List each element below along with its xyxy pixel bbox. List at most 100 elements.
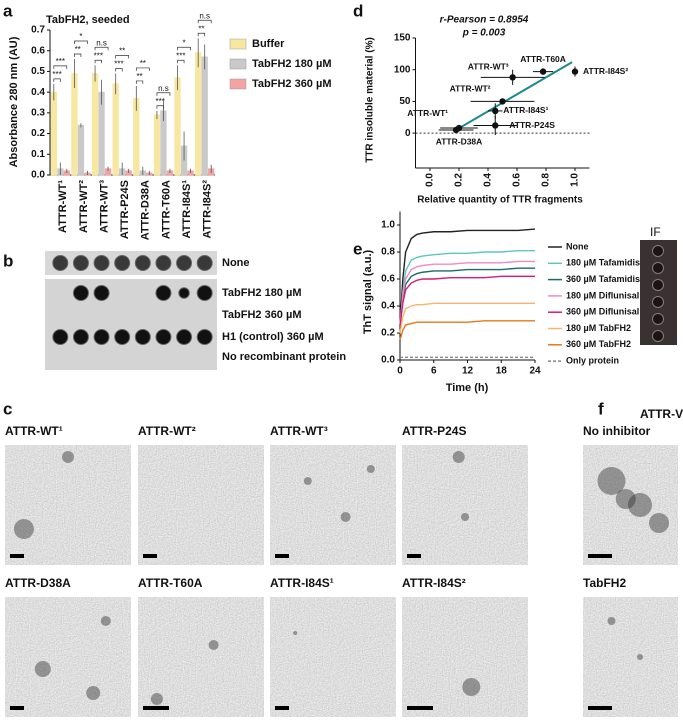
legend-label: Only protein	[566, 355, 619, 365]
bar	[195, 52, 202, 176]
blot-dot	[72, 255, 89, 271]
blot-dot	[134, 255, 151, 271]
significance-bracket	[156, 105, 164, 109]
point	[455, 124, 463, 132]
x-tick-label: 0	[397, 366, 403, 377]
micrograph-feature	[452, 451, 465, 463]
scale-bar	[143, 706, 169, 710]
x-tick-label: 6	[431, 366, 437, 377]
blot-dot	[176, 329, 193, 345]
if-well	[652, 245, 664, 257]
significance-bracket	[74, 53, 82, 57]
significance-bracket	[135, 67, 150, 71]
micrograph-feature	[13, 519, 34, 539]
legend-swatch	[229, 38, 247, 50]
y-tick-label: 100	[394, 64, 411, 75]
legend-label: TabFH2 360 µM	[252, 78, 332, 90]
blot-row-label: None	[222, 257, 250, 269]
micrograph	[402, 445, 528, 565]
point-label: ATTR-P24S	[509, 120, 555, 130]
x-tick-label: ATTR-I84S²	[202, 180, 214, 239]
point	[509, 74, 516, 81]
micrograph	[583, 597, 678, 717]
micrograph	[583, 445, 678, 565]
if-well	[652, 262, 664, 274]
micrograph-feature	[62, 451, 74, 463]
legend-label: None	[566, 241, 589, 251]
blot-dot	[52, 329, 69, 345]
blot-dot	[155, 255, 172, 271]
series-line	[399, 267, 535, 327]
significance-label: **	[75, 45, 81, 54]
blot-dot	[93, 285, 110, 301]
micrograph-feature	[208, 640, 219, 650]
significance-bracket	[74, 40, 88, 44]
x-axis-label: Relative quantity of TTR fragments	[417, 195, 583, 206]
micrograph-feature	[293, 631, 298, 635]
series-line	[399, 249, 535, 327]
legend-label: 360 µM TabFH2	[566, 339, 631, 349]
series-line	[399, 275, 535, 327]
x-tick-label: ATTR-WT³	[98, 180, 110, 233]
micrograph-feature	[100, 616, 111, 626]
bar	[153, 114, 161, 176]
scale-bar	[10, 706, 24, 710]
x-tick-label: ATTR-T60A	[160, 180, 172, 239]
significance-label: ***	[176, 51, 185, 60]
blot-dot	[155, 285, 172, 301]
point	[539, 68, 547, 75]
y-tick-label: 0.8	[381, 247, 395, 258]
bar	[50, 91, 57, 176]
point	[492, 122, 499, 129]
significance-bracket	[94, 46, 109, 51]
point-label: ATTR-WT¹	[407, 108, 448, 118]
bar	[77, 124, 85, 176]
significance-bracket	[94, 59, 102, 64]
micrograph	[270, 597, 396, 717]
significance-bracket	[135, 80, 144, 84]
y-tick-label: 0.6	[31, 45, 45, 56]
x-tick-label: 0.6	[512, 173, 523, 187]
y-axis-label: ThT signal (a.u.)	[362, 250, 374, 335]
blot-dot	[178, 287, 190, 299]
blot-dot	[93, 255, 110, 271]
x-tick-label: 18	[496, 366, 508, 377]
significance-label: **	[119, 47, 125, 56]
y-tick-label: 150	[394, 33, 411, 44]
micrograph-label: ATTR-WT¹	[5, 424, 63, 438]
x-tick-label: 24	[529, 366, 541, 377]
y-tick-label: 0.7	[31, 25, 45, 36]
micrograph-label: ATTR-T60A	[138, 576, 203, 590]
y-tick-label: 0.5	[31, 66, 45, 77]
significance-label: ***	[56, 57, 65, 66]
legend-label: 180 µM TabFH2	[566, 323, 631, 333]
point-label: ATTR-WT³	[468, 62, 509, 72]
blot-dot	[114, 329, 131, 345]
significance-label: ***	[52, 70, 61, 79]
scale-bar	[143, 554, 157, 558]
micrograph-label: ATTR-WT²	[138, 424, 196, 438]
scale-bar	[407, 706, 433, 710]
y-tick-label: 0.0	[31, 170, 45, 181]
micrograph-label: ATTR-I84S¹	[270, 576, 334, 590]
legend-label: 180 µM Diflunisal	[566, 290, 639, 300]
point	[492, 107, 499, 115]
micrograph-label: No inhibitor	[583, 424, 651, 438]
bar	[91, 73, 99, 176]
point	[499, 98, 506, 105]
micrograph-feature	[340, 512, 351, 522]
if-strip	[640, 240, 677, 345]
significance-label: **	[140, 59, 146, 68]
point-label: ATTR-WT²	[450, 84, 491, 94]
y-tick-label: 1.0	[381, 220, 395, 231]
micrograph-feature	[597, 467, 626, 495]
x-tick-label: ATTR-WT²	[78, 180, 90, 233]
legend-label: 180 µM Tafamidis	[566, 258, 640, 268]
blot-row-label: TabFH2 360 µM	[222, 309, 302, 321]
micrograph-feature	[462, 678, 481, 696]
legend-swatch	[229, 58, 247, 70]
significance-label: ***	[114, 60, 123, 69]
blot-row-label: No recombinant protein	[222, 351, 346, 363]
panel-label: f	[598, 399, 604, 418]
point-label: ATTR-I84S¹	[503, 105, 548, 115]
